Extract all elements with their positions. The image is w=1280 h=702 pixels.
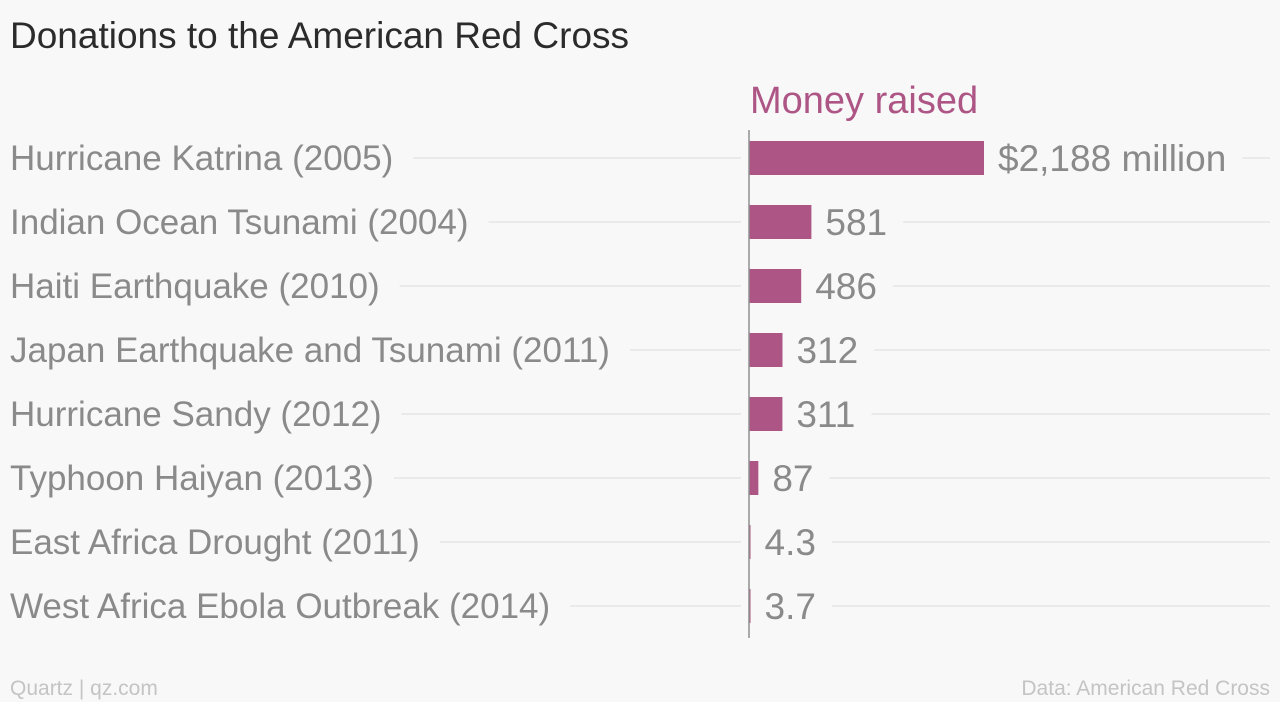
bar bbox=[749, 461, 759, 495]
category-label: Typhoon Haiyan (2013) bbox=[10, 459, 374, 498]
bar bbox=[749, 333, 783, 367]
bars bbox=[749, 141, 984, 623]
footer-source-right: Data: American Red Cross bbox=[1021, 677, 1270, 700]
value-label: 4.3 bbox=[765, 522, 816, 563]
value-label: 87 bbox=[772, 458, 813, 499]
bar bbox=[749, 141, 984, 175]
category-label: Indian Ocean Tsunami (2004) bbox=[10, 203, 469, 242]
value-label: 312 bbox=[797, 330, 859, 371]
category-label: East Africa Drought (2011) bbox=[10, 523, 420, 562]
value-label: 3.7 bbox=[765, 586, 816, 627]
value-label: 581 bbox=[825, 202, 887, 243]
value-label: 311 bbox=[796, 394, 855, 435]
category-label: Hurricane Katrina (2005) bbox=[10, 139, 393, 178]
category-label: Japan Earthquake and Tsunami (2011) bbox=[10, 331, 610, 370]
gridlines bbox=[393, 157, 1270, 607]
bar bbox=[749, 269, 802, 303]
chart-title: Donations to the American Red Cross bbox=[10, 15, 629, 56]
value-labels: $2,188 million 581 486 312 311 87 4.3 3.7 bbox=[765, 138, 1227, 627]
category-label: Haiti Earthquake (2010) bbox=[10, 267, 380, 306]
value-label: $2,188 million bbox=[998, 138, 1226, 179]
series-header: Money raised bbox=[750, 80, 978, 122]
category-label: West Africa Ebola Outbreak (2014) bbox=[10, 587, 550, 626]
bar bbox=[749, 397, 783, 431]
bar bbox=[749, 205, 812, 239]
footer-source-left: Quartz | qz.com bbox=[10, 677, 158, 700]
category-label: Hurricane Sandy (2012) bbox=[10, 395, 382, 434]
value-label: 486 bbox=[815, 266, 877, 307]
category-labels: Hurricane Katrina (2005) Indian Ocean Tsu… bbox=[10, 139, 610, 626]
